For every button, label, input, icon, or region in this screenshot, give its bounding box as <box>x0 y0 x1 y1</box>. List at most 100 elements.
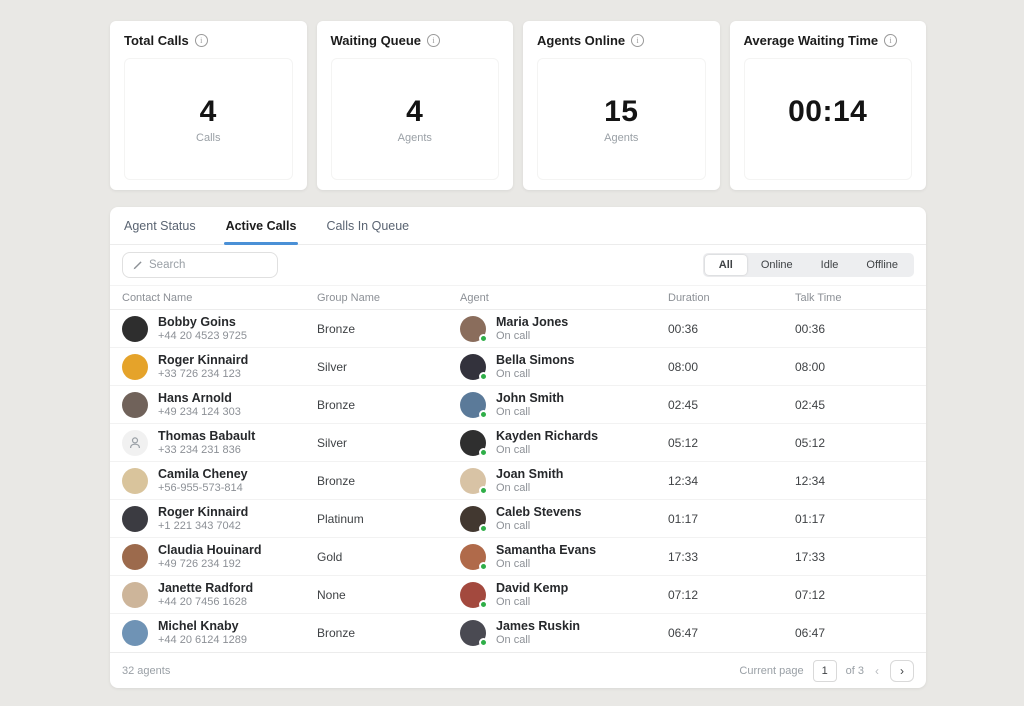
agent-cell: Maria Jones On call <box>460 315 668 343</box>
filter-all-button[interactable]: All <box>704 255 747 275</box>
contact-cell: Janette Radford +44 20 7456 1628 <box>122 581 317 609</box>
agent-avatar <box>460 620 488 647</box>
agent-cell: Joan Smith On call <box>460 467 668 495</box>
contact-name: Bobby Goins <box>158 314 236 329</box>
stat-unit: Calls <box>196 131 221 144</box>
agent-avatar <box>460 391 488 419</box>
group-name: Silver <box>317 435 348 450</box>
online-status-dot <box>479 409 488 419</box>
column-header-contact-name: Contact Name <box>122 291 193 304</box>
filter-offline-button[interactable]: Offline <box>852 255 912 275</box>
agent-status: On call <box>496 367 531 380</box>
chevron-left-icon[interactable]: ‹ <box>875 663 879 678</box>
agent-name: Caleb Stevens <box>496 504 582 519</box>
stat-inner-panel: 15 Agents <box>537 58 706 180</box>
contact-cell: Hans Arnold +49 234 124 303 <box>122 391 317 419</box>
table-row[interactable]: Bobby Goins +44 20 4523 9725 Bronze Mari… <box>110 310 926 348</box>
table-row[interactable]: Roger Kinnaird +1 221 343 7042 Platinum … <box>110 500 926 538</box>
info-icon[interactable]: i <box>884 34 898 47</box>
agent-name: Kayden Richards <box>496 428 599 443</box>
table-row[interactable]: Thomas Babault +33 234 231 836 Silver Ka… <box>110 424 926 462</box>
info-icon[interactable]: i <box>427 34 441 47</box>
stat-title: Agents Online <box>537 33 626 48</box>
agent-status: On call <box>496 481 531 494</box>
duration-value: 02:45 <box>668 397 699 412</box>
duration-value: 05:12 <box>668 435 699 450</box>
contact-phone: +56-955-573-814 <box>158 481 243 494</box>
contact-phone: +49 234 124 303 <box>158 405 241 418</box>
stats-row: Total Calls i 4 Calls Waiting Queue i 4 … <box>110 21 926 190</box>
agent-name: James Ruskin <box>496 619 581 633</box>
agent-status: On call <box>496 557 531 570</box>
filter-online-button[interactable]: Online <box>747 255 807 275</box>
agent-avatar <box>460 581 488 609</box>
stat-title: Total Calls <box>124 33 189 48</box>
table-row[interactable]: Claudia Houinard +49 726 234 192 Gold Sa… <box>110 538 926 576</box>
agents-count: 32 agents <box>122 664 171 677</box>
contact-cell: Camila Cheney +56-955-573-814 <box>122 467 317 495</box>
stat-title: Waiting Queue <box>330 33 422 48</box>
column-header-duration: Duration <box>668 291 710 304</box>
stat-card-agents-online: Agents Online i 15 Agents <box>523 21 720 190</box>
group-name: Gold <box>317 549 343 564</box>
search-input[interactable] <box>149 259 269 271</box>
group-name: Bronze <box>317 473 356 488</box>
talk-time-value: 07:12 <box>795 587 826 602</box>
table-row[interactable]: Hans Arnold +49 234 124 303 Bronze John … <box>110 386 926 424</box>
stat-unit: Agents <box>604 131 639 144</box>
agent-avatar <box>460 353 488 381</box>
stat-value: 4 <box>199 94 217 128</box>
contact-avatar <box>122 543 148 570</box>
agent-avatar <box>460 315 488 343</box>
chevron-right-icon[interactable]: › <box>890 659 914 682</box>
table-row[interactable]: Roger Kinnaird +33 726 234 123 Silver Be… <box>110 348 926 386</box>
contact-phone: +33 726 234 123 <box>158 367 241 380</box>
talk-time-value: 08:00 <box>795 359 826 374</box>
info-icon[interactable]: i <box>194 34 208 47</box>
contact-name: Thomas Babault <box>158 428 256 443</box>
online-status-dot <box>479 485 488 495</box>
search-box[interactable] <box>122 252 278 278</box>
agent-status: On call <box>496 519 531 532</box>
agent-name: Joan Smith <box>496 466 564 481</box>
agent-status: On call <box>496 405 531 418</box>
stat-value: 15 <box>604 94 639 128</box>
column-header-talk-time: Talk Time <box>795 291 842 304</box>
contact-phone: +44 20 6124 1289 <box>158 634 248 646</box>
group-name: Bronze <box>317 397 356 412</box>
contact-avatar <box>122 429 148 456</box>
contact-phone: +1 221 343 7042 <box>158 519 241 532</box>
contact-phone: +44 20 4523 9725 <box>158 329 248 342</box>
contact-avatar <box>122 620 148 646</box>
filter-idle-button[interactable]: Idle <box>807 255 853 275</box>
contact-phone: +44 20 7456 1628 <box>158 595 248 608</box>
tab-agent-status[interactable]: Agent Status <box>124 218 196 233</box>
table-row[interactable]: Janette Radford +44 20 7456 1628 None Da… <box>110 576 926 614</box>
tab-calls-in-queue[interactable]: Calls In Queue <box>326 218 410 233</box>
table-toolbar: All Online Idle Offline <box>110 245 926 285</box>
table-row[interactable]: Michel Knaby +44 20 6124 1289 Bronze Jam… <box>110 614 926 652</box>
table-row[interactable]: Camila Cheney +56-955-573-814 Bronze Joa… <box>110 462 926 500</box>
group-name: Platinum <box>317 511 364 526</box>
tab-active-calls[interactable]: Active Calls <box>223 207 299 245</box>
contact-avatar <box>122 391 148 418</box>
duration-value: 12:34 <box>668 473 699 488</box>
stat-inner-panel: 4 Calls <box>124 58 293 180</box>
contact-name: Claudia Houinard <box>158 542 262 557</box>
page-number-input[interactable] <box>812 659 837 682</box>
agent-cell: Caleb Stevens On call <box>460 505 668 533</box>
stat-title: Average Waiting Time <box>743 33 879 48</box>
online-status-dot <box>479 333 488 343</box>
stat-value: 4 <box>406 94 424 128</box>
contact-cell: Thomas Babault +33 234 231 836 <box>122 429 317 457</box>
tab-bar: Agent Status Active Calls Calls In Queue <box>110 207 926 245</box>
agent-status: On call <box>496 595 531 608</box>
agent-name: Maria Jones <box>496 314 569 329</box>
info-icon[interactable]: i <box>631 34 645 47</box>
contact-avatar <box>122 467 148 494</box>
agent-avatar <box>460 505 488 533</box>
group-name: Silver <box>317 359 348 374</box>
group-name: None <box>317 587 346 602</box>
talk-time-value: 01:17 <box>795 511 826 526</box>
